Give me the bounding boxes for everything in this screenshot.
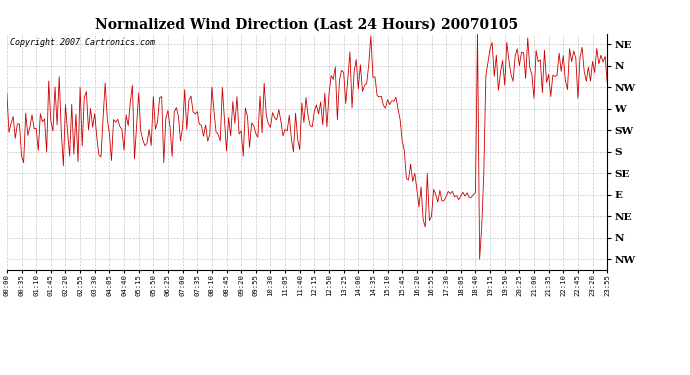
Text: Copyright 2007 Cartronics.com: Copyright 2007 Cartronics.com <box>10 39 155 48</box>
Title: Normalized Wind Direction (Last 24 Hours) 20070105: Normalized Wind Direction (Last 24 Hours… <box>95 17 519 31</box>
